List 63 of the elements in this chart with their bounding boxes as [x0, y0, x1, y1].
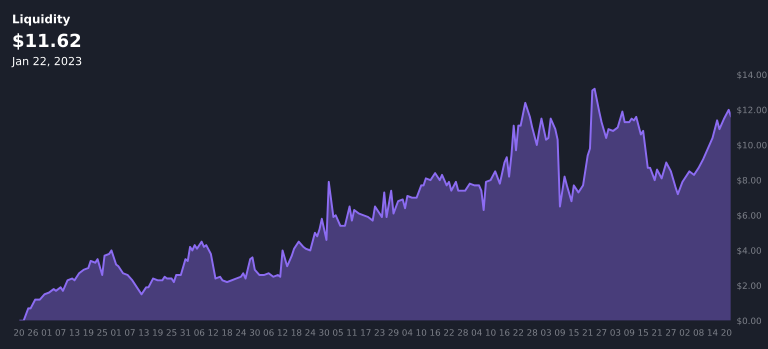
x-tick-label: 31 — [180, 329, 190, 336]
x-tick-label: 10 — [416, 329, 426, 336]
y-tick-label: $8.00 — [737, 176, 762, 185]
x-tick-label: 20 — [721, 329, 732, 336]
x-tick-label: 25 — [97, 329, 108, 336]
x-tick-label: 17 — [361, 329, 371, 336]
x-tick-label: 29 — [388, 329, 398, 336]
chart-title: Liquidity — [13, 14, 70, 26]
x-tick-label: 02 — [680, 329, 690, 336]
x-tick-label: 24 — [305, 329, 316, 336]
x-tick-label: 11 — [347, 329, 357, 336]
x-tick-label: 06 — [264, 329, 274, 336]
x-tick-label: 13 — [139, 329, 149, 336]
x-tick-label: 04 — [472, 329, 482, 336]
x-tick-label: 30 — [319, 329, 330, 336]
y-tick-label: $6.00 — [737, 212, 762, 220]
x-tick-label: 01 — [111, 329, 121, 336]
x-tick-label: 16 — [500, 329, 510, 336]
x-tick-label: 22 — [513, 329, 524, 336]
x-tick-label: 09 — [554, 329, 565, 336]
x-tick-label: 14 — [708, 329, 718, 336]
x-tick-label: 08 — [694, 329, 704, 336]
x-tick-label: 19 — [153, 329, 163, 336]
y-tick-label: $2.00 — [737, 282, 762, 290]
x-tick-label: 21 — [582, 329, 592, 336]
x-tick-label: 16 — [430, 329, 440, 336]
x-tick-label: 24 — [236, 329, 246, 336]
y-tick-label: $4.00 — [737, 247, 762, 256]
x-tick-label: 28 — [458, 329, 468, 336]
x-tick-label: 30 — [250, 329, 260, 336]
text: Jan 22, 2023 — [11, 56, 82, 68]
x-tick-label: 12 — [208, 329, 218, 336]
x-tick-label: 28 — [527, 329, 538, 336]
x-tick-label: 18 — [292, 329, 302, 336]
chart-subtitle: $11.62 — [13, 33, 80, 50]
y-tick-label: $12.00 — [737, 106, 767, 114]
x-tick-label: 19 — [84, 329, 94, 336]
x-tick-label: 10 — [486, 329, 496, 336]
y-tick-label: $0.00 — [737, 317, 762, 326]
x-tick-label: 05 — [333, 329, 343, 336]
x-tick-label: 13 — [70, 329, 80, 336]
x-tick-label: 06 — [194, 329, 204, 336]
x-tick-label: 12 — [278, 329, 288, 336]
x-tick-label: 15 — [638, 329, 648, 336]
x-tick-label: 03 — [610, 329, 620, 336]
x-tick-label: 03 — [541, 329, 551, 336]
y-tick-label: $14.00 — [737, 71, 767, 80]
x-tick-label: 09 — [624, 329, 634, 336]
x-tick-label: 22 — [444, 329, 454, 336]
x-tick-label: 01 — [42, 329, 52, 336]
x-tick-label: 23 — [374, 329, 384, 336]
x-tick-label: 27 — [666, 329, 676, 336]
x-tick-label: 07 — [56, 329, 66, 336]
y-tick-label: $10.00 — [737, 142, 767, 150]
x-tick-label: 15 — [569, 329, 579, 336]
x-tick-label: 25 — [166, 329, 176, 336]
x-tick-label: 27 — [596, 329, 606, 336]
x-tick-label: 26 — [28, 329, 38, 336]
x-tick-label: 04 — [402, 329, 412, 336]
x-tick-label: 07 — [124, 329, 135, 336]
x-tick-label: 21 — [652, 329, 662, 336]
x-tick-label: 20 — [14, 329, 24, 336]
x-tick-label: 18 — [222, 329, 232, 336]
